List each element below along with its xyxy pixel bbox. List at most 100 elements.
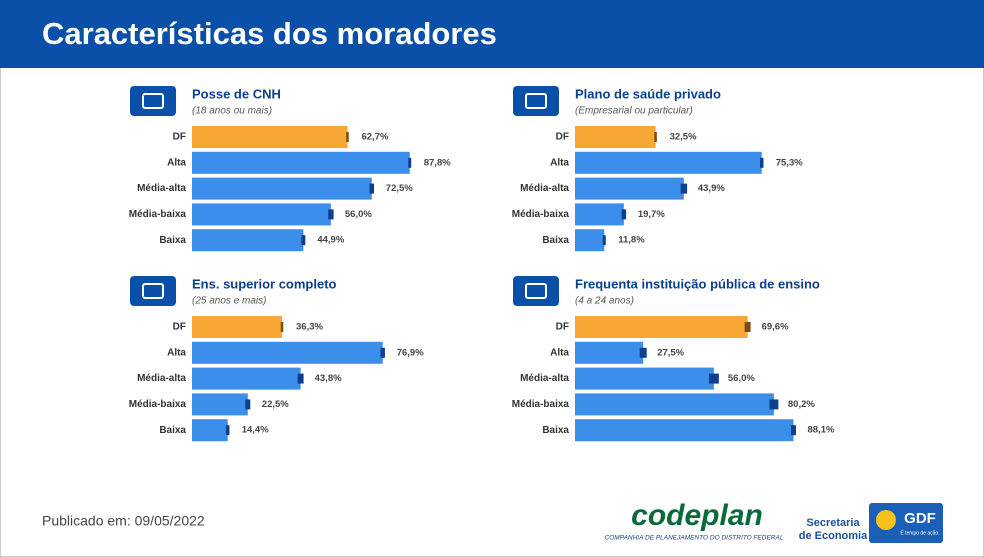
chart-icon-glyph [142, 283, 164, 299]
category-label: Média-alta [520, 183, 569, 194]
gdf-logo-text: GDF [904, 510, 936, 527]
category-label: Baixa [159, 235, 186, 246]
bar [575, 316, 748, 338]
error-bar [380, 347, 385, 358]
value-label: 19,7% [638, 209, 665, 220]
value-label: 88,1% [807, 425, 834, 436]
error-bar [654, 132, 657, 142]
error-bar [225, 425, 230, 436]
bar [575, 367, 714, 390]
category-label: Média-alta [520, 373, 569, 384]
value-label: 44,9% [317, 235, 344, 246]
value-label: 56,0% [345, 209, 372, 220]
category-label: DF [556, 132, 569, 143]
codeplan-logo: codeplan [631, 499, 763, 532]
bar [192, 151, 410, 174]
value-label: 22,5% [262, 399, 289, 410]
bar [192, 229, 304, 252]
value-label: 69,6% [762, 322, 789, 333]
gdf-logo-subtitle: É tempo de ação. [900, 529, 939, 536]
value-label: 80,2% [788, 399, 815, 410]
category-label: Baixa [542, 425, 569, 436]
category-label: DF [173, 322, 186, 333]
secretaria-line: Secretaria [806, 517, 860, 529]
category-label: Média-alta [137, 373, 186, 384]
codeplan-subtitle: COMPANHIA DE PLANEJAMENTO DO DISTRITO FE… [605, 535, 784, 542]
bar [192, 393, 248, 416]
gdf-logo-icon [876, 510, 896, 530]
value-label: 75,3% [776, 157, 803, 168]
error-bar [680, 183, 688, 194]
error-bar [791, 425, 796, 436]
chart-icon-glyph [525, 283, 547, 299]
category-label: Média-alta [137, 183, 186, 194]
value-label: 14,4% [242, 425, 269, 436]
value-label: 11,8% [618, 235, 645, 246]
secretaria-line: de Economia [799, 530, 868, 542]
bar [192, 316, 283, 338]
bar [575, 393, 774, 416]
chart-title: Ens. superior completo [192, 276, 337, 291]
value-label: 36,3% [296, 322, 323, 333]
bar [575, 151, 762, 174]
error-bar [328, 209, 334, 220]
chart-subtitle: (18 anos ou mais) [192, 106, 272, 117]
page-title: Características dos moradores [42, 16, 497, 51]
error-bar [408, 157, 412, 168]
error-bar [301, 235, 306, 246]
error-bar [369, 183, 375, 194]
category-label: Alta [550, 347, 569, 358]
category-label: Média-baixa [512, 399, 570, 410]
error-bar [346, 132, 349, 142]
value-label: 43,9% [698, 183, 725, 194]
bar [192, 203, 331, 226]
error-bar [769, 399, 779, 410]
category-label: DF [173, 132, 186, 143]
error-bar [708, 373, 719, 384]
category-label: Baixa [542, 235, 569, 246]
value-label: 87,8% [424, 157, 451, 168]
bar [575, 126, 656, 148]
chart-icon-glyph [142, 93, 164, 109]
published-date: Publicado em: 09/05/2022 [42, 513, 205, 529]
category-label: Média-baixa [512, 209, 570, 220]
chart-title: Frequenta instituição pública de ensino [575, 276, 820, 291]
error-bar [297, 373, 304, 384]
chart-icon-glyph [525, 93, 547, 109]
bar [575, 419, 794, 442]
bar [192, 341, 383, 364]
chart-icon [130, 276, 176, 306]
bar [575, 341, 644, 364]
bar [192, 126, 348, 148]
value-label: 27,5% [657, 347, 684, 358]
error-bar [760, 157, 764, 168]
error-bar [280, 322, 284, 332]
error-bar [621, 209, 627, 220]
bar [192, 419, 228, 442]
chart-subtitle: (Empresarial ou particular) [575, 106, 693, 117]
value-label: 32,5% [670, 132, 697, 143]
value-label: 56,0% [728, 373, 755, 384]
header-band [0, 0, 984, 68]
value-label: 72,5% [386, 183, 413, 194]
chart-icon [513, 276, 559, 306]
chart-subtitle: (25 anos e mais) [192, 296, 266, 307]
category-label: Alta [167, 347, 186, 358]
category-label: Média-baixa [129, 209, 187, 220]
category-label: Alta [167, 157, 186, 168]
chart-title: Posse de CNH [192, 86, 281, 101]
value-label: 62,7% [361, 132, 388, 143]
category-label: DF [556, 322, 569, 333]
chart-title: Plano de saúde privado [575, 86, 721, 101]
category-label: Baixa [159, 425, 186, 436]
category-label: Alta [550, 157, 569, 168]
value-label: 43,8% [315, 373, 342, 384]
bar [575, 177, 684, 200]
error-bar [639, 347, 647, 358]
category-label: Média-baixa [129, 399, 187, 410]
bar [192, 177, 372, 200]
bar [575, 229, 605, 252]
value-label: 76,9% [397, 347, 424, 358]
bar [575, 203, 624, 226]
